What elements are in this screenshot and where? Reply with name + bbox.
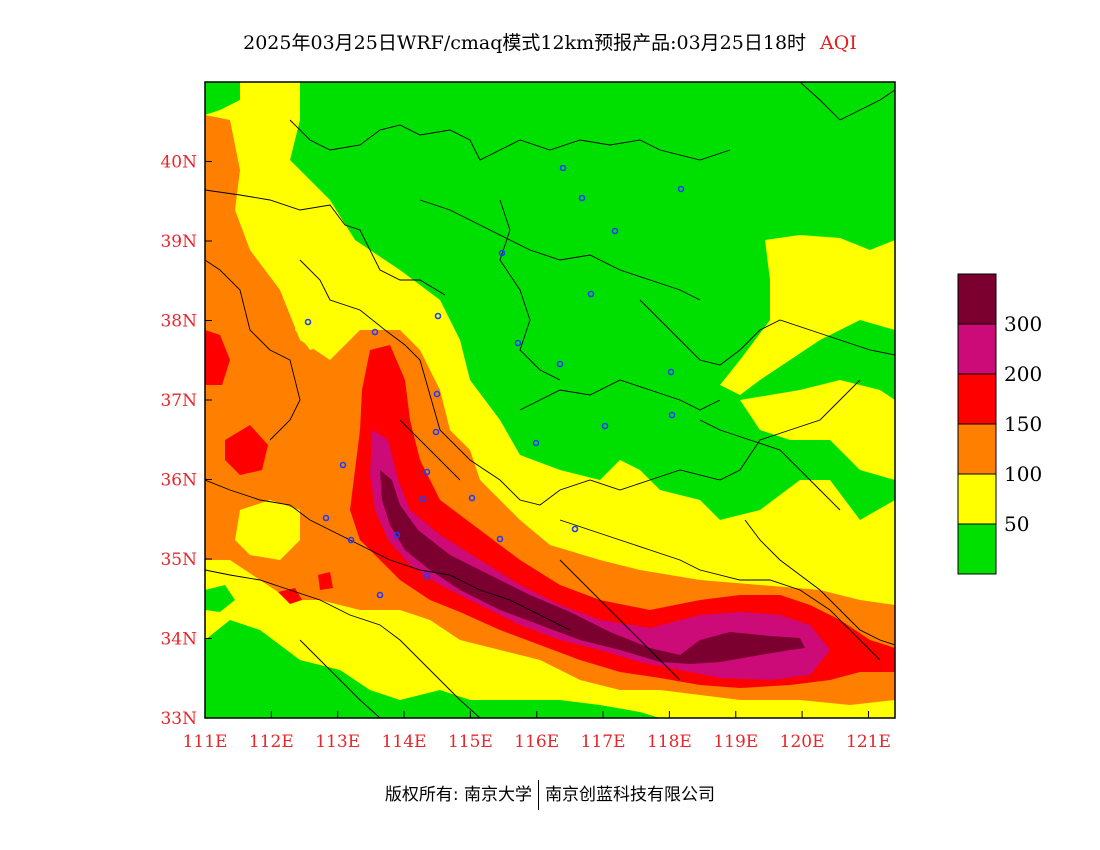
x-tick-label: 118E xyxy=(647,732,692,752)
y-tick-label: 39N xyxy=(160,232,197,252)
city-marker xyxy=(611,227,619,235)
footer-credit: 版权所有: 南京大学 南京创蓝科技有限公司 xyxy=(0,780,1100,810)
field-red-west-edge xyxy=(205,330,230,385)
colorbar-label: 50 xyxy=(1004,512,1029,536)
footer-right: 南京创蓝科技有限公司 xyxy=(545,785,716,805)
x-tick-label: 115E xyxy=(448,732,493,752)
y-tick-label: 38N xyxy=(160,312,197,332)
city-marker xyxy=(371,328,379,336)
colorbar-label: 200 xyxy=(1004,362,1042,386)
city-marker xyxy=(434,312,442,320)
city-marker xyxy=(376,591,384,599)
field-green-sw-pocket xyxy=(205,585,235,612)
title-variable: AQI xyxy=(820,32,857,54)
city-marker xyxy=(514,339,522,347)
x-tick-label: 117E xyxy=(581,732,626,752)
x-tick-label: 120E xyxy=(780,732,825,752)
city-markers xyxy=(304,164,685,599)
city-marker xyxy=(347,536,355,544)
city-marker xyxy=(532,439,540,447)
aqi-field xyxy=(205,82,895,718)
city-marker xyxy=(393,531,401,539)
field-red-small-2 xyxy=(318,572,333,590)
y-tick-label: 33N xyxy=(160,709,197,729)
y-tick-label: 40N xyxy=(160,153,197,173)
city-marker xyxy=(667,368,675,376)
x-axis: 111E 112E 113E 114E 115E 116E 117E 118E 119E 120E… xyxy=(183,711,891,752)
city-marker xyxy=(432,428,440,436)
field-orange-west-hole2 xyxy=(295,290,340,350)
x-tick-label: 116E xyxy=(514,732,559,752)
city-marker xyxy=(677,185,685,193)
title-main: 2025年03月25日WRF/cmaq模式12km预报产品:03月25日18时 xyxy=(243,32,807,54)
city-marker xyxy=(498,249,506,257)
field-green-south xyxy=(205,620,660,718)
city-marker xyxy=(322,514,330,522)
x-tick-label: 114E xyxy=(382,732,427,752)
y-axis: 40N 39N 38N 37N 36N 35N 34N 33N xyxy=(160,153,212,729)
x-tick-label: 113E xyxy=(315,732,360,752)
city-marker xyxy=(304,318,312,326)
colorbar-swatch xyxy=(957,473,997,525)
field-red-west-patch xyxy=(225,425,268,475)
x-tick-label: 111E xyxy=(183,732,228,752)
y-tick-label: 37N xyxy=(160,391,197,411)
city-marker xyxy=(423,468,431,476)
field-magenta-main xyxy=(370,430,830,680)
colorbar-swatch xyxy=(957,423,997,475)
x-tick-label: 119E xyxy=(713,732,758,752)
city-marker xyxy=(578,194,586,202)
colorbar-swatch xyxy=(957,373,997,425)
colorbar-swatch xyxy=(957,523,997,575)
city-marker xyxy=(601,422,609,430)
city-marker xyxy=(433,390,441,398)
city-marker xyxy=(571,525,579,533)
city-marker xyxy=(559,164,567,172)
field-yellow-northwest-island xyxy=(205,82,240,115)
aqi-colorbar: 300 200 150 100 50 xyxy=(957,273,1042,575)
colorbar-swatch xyxy=(957,273,997,325)
city-marker xyxy=(339,461,347,469)
boundary-lines xyxy=(205,82,895,718)
y-tick-label: 35N xyxy=(160,550,197,570)
field-yellow-east xyxy=(720,235,895,395)
city-marker xyxy=(419,495,427,503)
city-marker xyxy=(556,360,564,368)
city-marker xyxy=(423,572,431,580)
colorbar-label: 100 xyxy=(1004,462,1042,486)
city-marker xyxy=(668,411,676,419)
city-marker xyxy=(587,290,595,298)
y-tick-label: 36N xyxy=(160,471,197,491)
colorbar-swatch xyxy=(957,323,997,375)
x-tick-label: 121E xyxy=(846,732,891,752)
city-marker xyxy=(496,535,504,543)
city-marker xyxy=(468,494,476,502)
chart-title: 2025年03月25日WRF/cmaq模式12km预报产品:03月25日18时 A… xyxy=(0,28,1100,55)
footer-separator xyxy=(538,780,540,810)
x-tick-label: 112E xyxy=(249,732,294,752)
field-dark-main xyxy=(380,470,805,664)
field-yellow-east2 xyxy=(740,380,895,480)
field-orange-west-hole xyxy=(235,500,300,560)
y-tick-label: 34N xyxy=(160,630,197,650)
colorbar-label: 150 xyxy=(1004,412,1042,436)
footer-left: 版权所有: 南京大学 xyxy=(384,785,533,805)
colorbar-label: 300 xyxy=(1004,312,1042,336)
